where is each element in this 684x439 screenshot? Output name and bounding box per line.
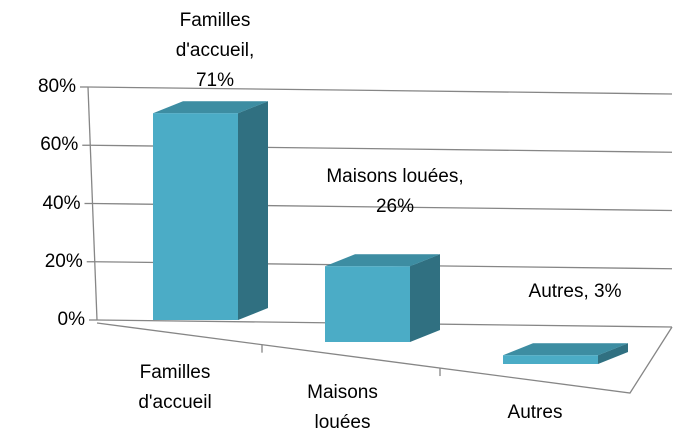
bar-top xyxy=(153,101,268,114)
bar-side xyxy=(598,343,628,364)
bar-side-shade xyxy=(410,254,440,342)
bar-side xyxy=(410,254,440,342)
y-tick-label: 40% xyxy=(42,192,81,214)
bar-top-shade xyxy=(153,101,268,114)
floor-edge xyxy=(96,322,673,394)
bar-side-shade xyxy=(238,101,268,321)
data-label: Familles d'accueil, 71% xyxy=(175,10,255,91)
bar-top-shade xyxy=(325,254,440,267)
x-tick-label: Familles d'accueil xyxy=(138,362,212,413)
grid-line xyxy=(87,86,673,95)
x-tick-label: Autres xyxy=(507,402,563,423)
bar xyxy=(325,266,410,342)
y-axis xyxy=(87,86,98,321)
data-label: Autres, 3% xyxy=(528,281,622,302)
bar-side xyxy=(238,101,268,321)
bar-top xyxy=(325,254,440,267)
y-tick-label: 20% xyxy=(44,250,83,272)
bar-top-shade xyxy=(503,343,628,356)
bar xyxy=(153,113,238,321)
bar-side-shade xyxy=(598,343,628,364)
bar xyxy=(503,355,598,364)
x-tick-label: Maisons louées xyxy=(307,382,378,433)
y-tick-label: 60% xyxy=(40,134,79,156)
y-tick-label: 0% xyxy=(57,309,85,330)
bar-top xyxy=(503,343,628,356)
data-label: Maisons louées, 26% xyxy=(326,166,464,217)
y-tick-label: 80% xyxy=(37,76,76,97)
